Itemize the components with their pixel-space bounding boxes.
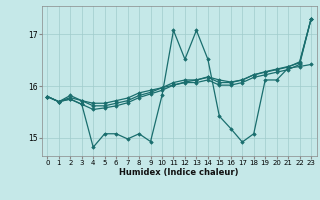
X-axis label: Humidex (Indice chaleur): Humidex (Indice chaleur) [119, 168, 239, 177]
